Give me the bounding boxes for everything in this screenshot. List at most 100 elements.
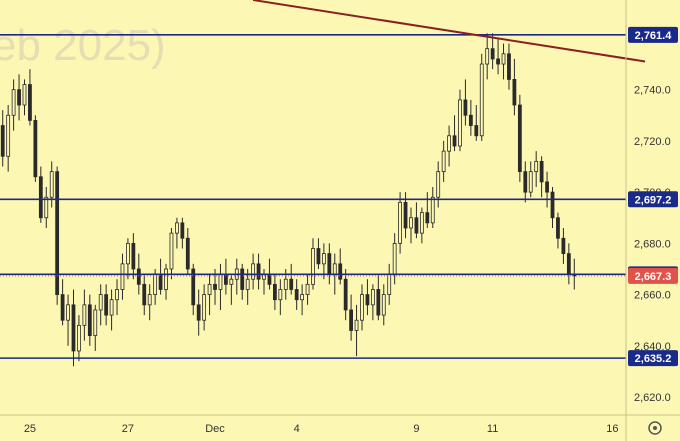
candle-body-down — [566, 253, 571, 275]
candle — [311, 238, 315, 290]
candle — [556, 212, 560, 249]
candle — [278, 279, 283, 316]
price-axis-background[interactable] — [626, 0, 680, 441]
candle-body-down — [403, 201, 408, 229]
candle-body-down — [104, 294, 109, 316]
candle — [463, 79, 468, 126]
candle — [512, 58, 517, 116]
candle-body-up — [458, 99, 462, 147]
candle-body-up — [207, 283, 212, 295]
candle-body-up — [485, 48, 490, 65]
candle — [300, 284, 305, 316]
candle-body-down — [289, 278, 294, 290]
candle — [196, 289, 201, 336]
candle-body-down — [556, 217, 560, 239]
trend-line[interactable] — [252, 0, 646, 63]
candle-body-down — [272, 283, 277, 301]
candle-body-up — [175, 222, 179, 234]
x-tick-label: 27 — [122, 423, 134, 435]
candle — [60, 279, 65, 326]
candle-body-down — [425, 212, 430, 224]
candle-body-down — [512, 79, 517, 106]
candle — [175, 217, 179, 249]
candle-body-down — [452, 135, 457, 147]
candle-body-up — [218, 273, 223, 290]
time-axis-background[interactable] — [0, 415, 626, 441]
candle-body-down — [414, 217, 419, 234]
candle — [55, 166, 60, 305]
y-tick-label: 2,620.0 — [634, 392, 671, 404]
settings-gear-icon[interactable] — [648, 421, 662, 435]
candle — [398, 192, 402, 254]
candle-body-up — [441, 150, 446, 173]
candle-body-up — [44, 196, 49, 219]
candle-body-up — [278, 289, 283, 301]
candle-body-down — [33, 120, 38, 178]
x-tick-label: 4 — [294, 423, 300, 435]
candle — [485, 33, 490, 80]
candle — [490, 33, 495, 70]
level-price-badge-text: 2,697.2 — [635, 194, 672, 206]
candle — [71, 289, 76, 367]
candle — [120, 253, 125, 300]
candle — [539, 156, 544, 198]
level-price-badge-text: 2,761.4 — [635, 30, 673, 42]
candle-body-down — [196, 304, 201, 321]
candle-body-up — [93, 309, 98, 336]
last-price-badge-box — [628, 267, 678, 284]
candle — [115, 279, 119, 316]
candle — [534, 151, 539, 188]
candle — [321, 243, 326, 280]
price-badges: 2,761.42,697.22,667.92,635.22,667.3 — [628, 26, 678, 367]
candle — [338, 248, 343, 285]
candle-body-up — [436, 171, 441, 198]
candle-body-up — [147, 294, 152, 306]
candle-body-down — [468, 114, 473, 126]
candle-body-up — [169, 232, 174, 270]
candle-body-down — [131, 242, 136, 270]
gear-icon-hub — [653, 426, 657, 430]
candle — [131, 233, 136, 280]
candle-body-down — [191, 268, 196, 306]
candle — [545, 171, 549, 208]
candle-body-up — [409, 217, 413, 229]
candle-body-up — [321, 253, 326, 265]
candle-body-down — [17, 89, 21, 106]
candle-body-up — [479, 63, 484, 137]
candle — [409, 207, 413, 244]
candle — [452, 115, 457, 152]
plot-background — [0, 0, 626, 415]
x-tick-label: 25 — [24, 423, 36, 435]
candle-body-down — [316, 248, 321, 265]
candle-body-down — [365, 294, 370, 306]
candle-body-up — [354, 319, 359, 331]
candle-body-up — [430, 196, 435, 224]
x-tick-label: 9 — [413, 423, 419, 435]
level-price-badge: 2,761.4 — [628, 26, 678, 43]
candle — [0, 110, 5, 167]
candle — [365, 279, 370, 316]
last-price-badge-text: 2,667.3 — [635, 271, 672, 283]
y-tick-label: 2,660.0 — [634, 290, 671, 302]
candle — [289, 263, 294, 295]
level-price-badge: 2,697.2 — [628, 191, 678, 208]
candle — [381, 284, 386, 326]
candle-body-down — [55, 171, 60, 295]
candle-body-up — [11, 89, 16, 116]
candle-body-down — [523, 171, 528, 193]
candle-body-down — [349, 309, 354, 331]
candle-body-down — [142, 283, 147, 306]
candle-body-up — [245, 278, 250, 290]
candle — [441, 140, 446, 182]
candle — [44, 187, 49, 228]
candle — [425, 192, 430, 228]
candle-body-down — [38, 176, 43, 219]
candle — [528, 161, 533, 198]
candle — [207, 274, 212, 316]
candle-body-up — [528, 171, 533, 193]
candle-body-down — [474, 125, 479, 137]
candle-body-up — [22, 84, 27, 106]
candle — [28, 69, 32, 126]
